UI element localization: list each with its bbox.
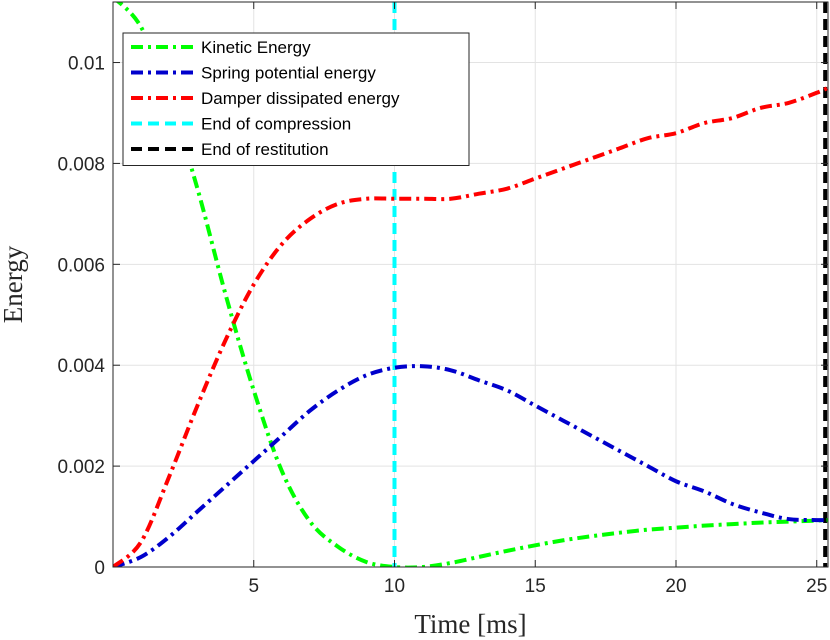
y-tick-label: 0.002 — [57, 457, 105, 478]
legend-label: End of restitution — [201, 140, 329, 159]
x-tick-label: 10 — [384, 576, 405, 597]
x-tick-label: 15 — [525, 576, 546, 597]
x-tick-label: 25 — [806, 576, 827, 597]
legend-label: Damper dissipated energy — [201, 89, 400, 108]
tick-labels: 5 10 15 20 25 0 0.002 0.004 0.006 0.008 0.01 — [57, 54, 827, 597]
x-axis-title: Time [ms] — [414, 609, 526, 639]
y-tick-label: 0.008 — [57, 154, 105, 175]
plot-area — [113, 2, 828, 567]
series-line-spring-potential-energy — [113, 364, 828, 567]
legend-label: Spring potential energy — [201, 64, 376, 83]
y-tick-label: 0.004 — [57, 356, 105, 377]
legend: Kinetic Energy Spring potential energy Dam… — [122, 32, 470, 166]
y-tick-label: 0.01 — [68, 54, 105, 75]
x-tick-label: 5 — [248, 576, 259, 597]
legend-label: End of compression — [201, 115, 351, 134]
y-tick-label: 0.006 — [57, 255, 105, 276]
y-tick-label: 0 — [94, 558, 105, 579]
y-axis-title: Energy — [0, 245, 28, 323]
series-line-damper-dissipated-energy — [113, 85, 828, 567]
series-line-kinetic-energy — [115, 2, 828, 567]
x-tick-label: 20 — [665, 576, 686, 597]
ticks — [113, 2, 828, 568]
plot-frame — [112, 1, 829, 568]
legend-box — [122, 32, 470, 166]
legend-label: Kinetic Energy — [201, 38, 311, 57]
